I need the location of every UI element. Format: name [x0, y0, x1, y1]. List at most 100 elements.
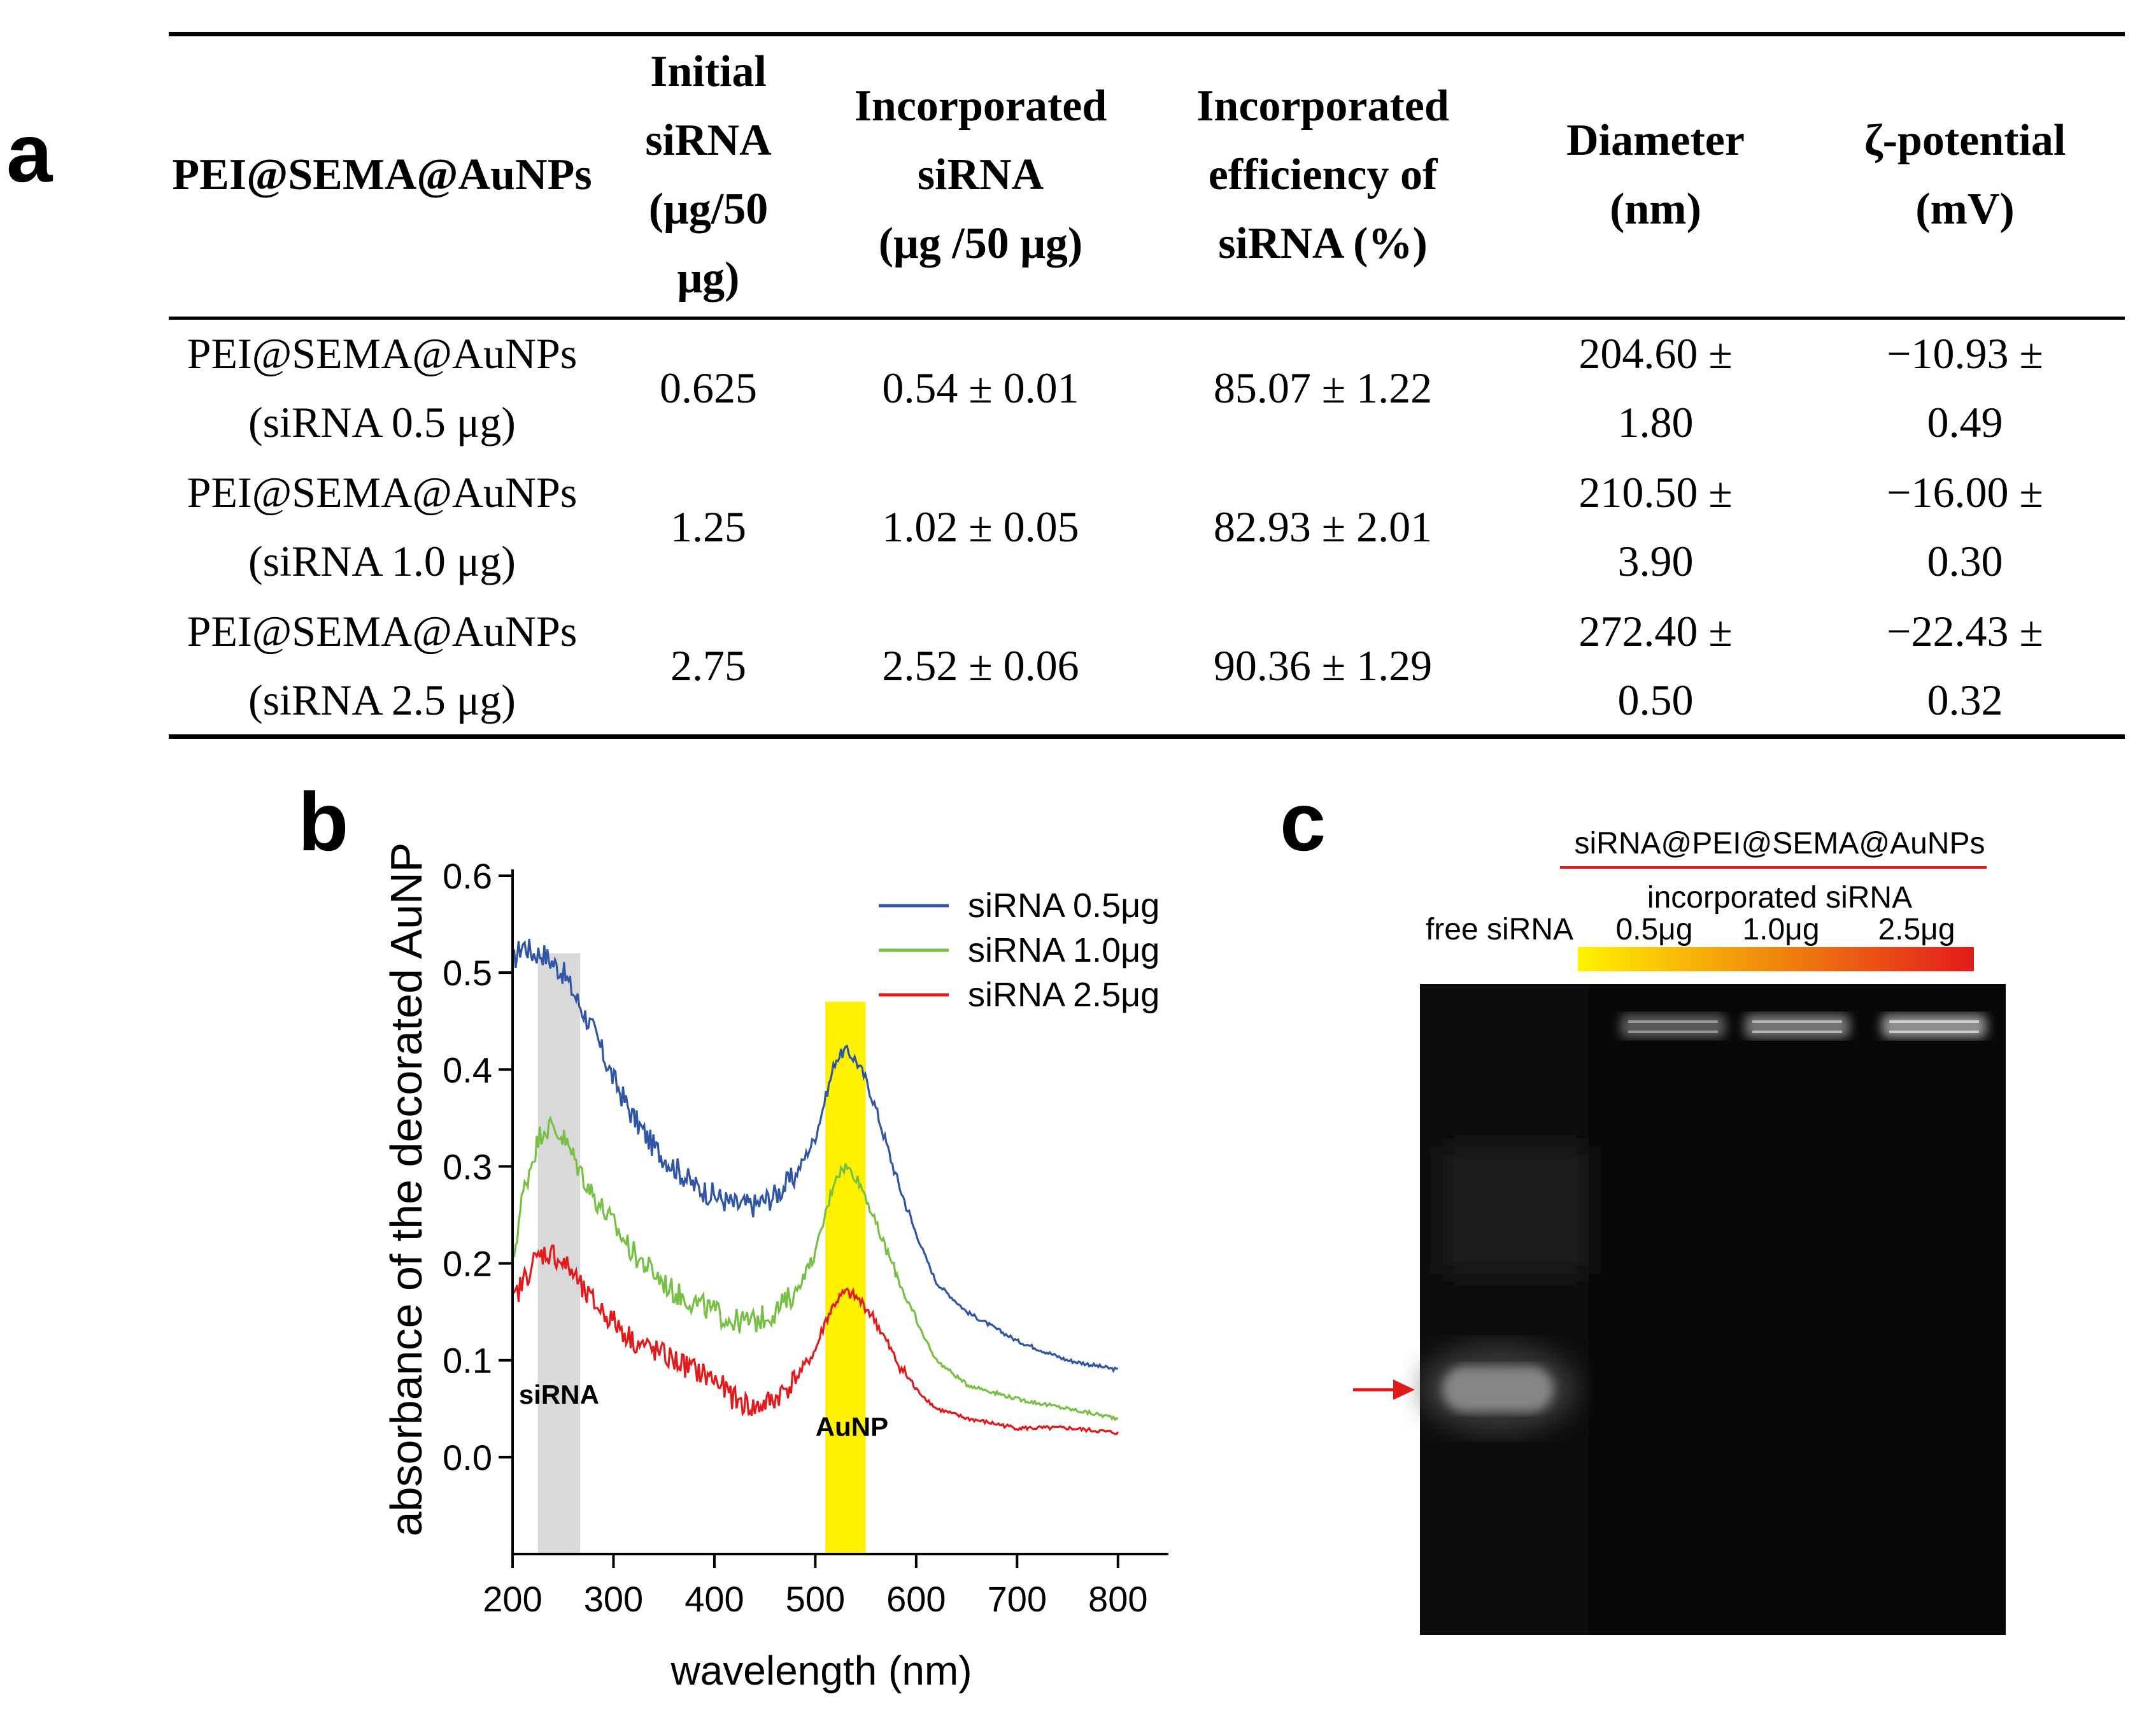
table-cell-text-line: −16.00 ± [1887, 468, 2043, 517]
legend-label: siRNA 0.5μg [968, 887, 1160, 925]
table-cell-text-line: 0.54 ± 0.01 [882, 364, 1079, 412]
column-header-text: Initial siRNA (μg/50 μg) [645, 38, 771, 313]
y-tick-label: 0.1 [443, 1341, 492, 1381]
column-header-text: ζ-potential (mV) [1864, 106, 2066, 244]
column-header-text-line: (nm) [1610, 185, 1701, 234]
table-cell-text-line: 1.25 [670, 503, 746, 551]
table-cell-text-line: (siRNA 2.5 μg) [248, 676, 516, 724]
table-cell: −10.93 ± 0.49 [1805, 318, 2125, 457]
table-cell: 204.60 ± 1.80 [1506, 318, 1805, 457]
band-arrow-head [1393, 1380, 1415, 1400]
lane-label: free siRNA [1426, 913, 1573, 946]
band-label: AuNP [816, 1411, 888, 1441]
lane-label: 2.5μg [1878, 913, 1955, 946]
table-cell: PEI@SEMA@AuNPs (siRNA 1.0 μg) [169, 457, 595, 596]
table-cell: 210.50 ± 3.90 [1506, 457, 1805, 596]
table-cell-text: 1.02 ± 0.05 [882, 492, 1079, 561]
column-header: Diameter (nm) [1506, 32, 1805, 318]
series-line [511, 1115, 1119, 1422]
table-cell: 2.75 [595, 596, 821, 735]
table-cell-text: 90.36 ± 1.29 [1214, 631, 1432, 700]
data-table: PEI@SEMA@AuNPs Initial siRNA (μg/50 μg) Incor… [169, 32, 2125, 735]
column-header-text-line: (μg /50 μg) [878, 219, 1083, 268]
column-header-text: Diameter (nm) [1566, 106, 1745, 244]
table-cell-text: 204.60 ± 1.80 [1578, 319, 1732, 457]
series-line [511, 1245, 1119, 1436]
table-cell-text-line: 90.36 ± 1.29 [1213, 641, 1433, 690]
table-cell: 0.54 ± 0.01 [821, 318, 1140, 457]
table-cell-text-line: 1.80 [1617, 398, 1694, 446]
table-cell-text-line: PEI@SEMA@AuNPs [187, 329, 578, 378]
table-cell-text: 2.75 [670, 631, 746, 700]
y-tick-label: 0.0 [443, 1437, 492, 1478]
column-header: Incorporated siRNA (μg /50 μg) [821, 32, 1140, 318]
highlight-band [825, 1001, 866, 1554]
table-cell-text: PEI@SEMA@AuNPs (siRNA 1.0 μg) [187, 458, 578, 596]
table-cell-text-line: 0.32 [1927, 676, 2003, 724]
well-band [1882, 1014, 1987, 1038]
panel-label-c: c [1280, 775, 1326, 868]
table-cell-text-line: (siRNA 1.0 μg) [248, 537, 516, 585]
table-row: PEI@SEMA@AuNPs (siRNA 1.0 μg) 1.25 1.02 ± 0… [169, 457, 2125, 596]
table-cell: 90.36 ± 1.29 [1140, 596, 1506, 735]
table-cell-text: PEI@SEMA@AuNPs (siRNA 2.5 μg) [187, 597, 578, 734]
table-cell-text-line: 2.52 ± 0.06 [882, 641, 1079, 690]
column-header-text-line: ζ-potential [1864, 116, 2066, 165]
panel-label-b: b [298, 775, 349, 868]
x-axis-title: wavelength (nm) [670, 1648, 972, 1694]
table-cell-text-line: 1.02 ± 0.05 [882, 503, 1079, 551]
table-cell-text-line: (siRNA 0.5 μg) [248, 398, 516, 446]
table-cell-text: 272.40 ± 0.50 [1578, 597, 1732, 734]
x-tick-label: 300 [584, 1579, 643, 1619]
well-band [1621, 1014, 1726, 1038]
table-cell: 272.40 ± 0.50 [1506, 596, 1805, 735]
table-cell: 85.07 ± 1.22 [1140, 318, 1506, 457]
gel-electrophoresis: siRNA@PEI@SEMA@AuNPs incorporated siRNA fr… [1353, 827, 2006, 1635]
x-tick-label: 400 [684, 1579, 744, 1619]
table-cell-text-line: 0.30 [1927, 537, 2003, 585]
table-header-row: PEI@SEMA@AuNPs Initial siRNA (μg/50 μg) Incor… [169, 32, 2125, 318]
column-header-text-line: siRNA [645, 116, 772, 165]
column-header-text-line: Diameter [1566, 116, 1745, 165]
x-tick-label: 800 [1088, 1579, 1147, 1619]
y-axis-title: absorbance of the decorated AuNP [381, 843, 431, 1537]
column-header-text: PEI@SEMA@AuNPs [172, 141, 592, 210]
table-cell-text-line: 85.07 ± 1.22 [1213, 364, 1433, 412]
table-cell-text-line: 210.50 ± [1578, 468, 1733, 517]
table-cell-text: 1.25 [670, 492, 746, 561]
gel-loaded-lanes [1589, 984, 2006, 1635]
table-cell: 2.52 ± 0.06 [821, 596, 1140, 735]
series-line [511, 939, 1119, 1374]
legend-label: siRNA 2.5μg [968, 976, 1160, 1014]
column-header: PEI@SEMA@AuNPs [169, 32, 595, 318]
table-cell-text-line: 0.49 [1927, 398, 2003, 446]
y-tick-label: 0.5 [443, 953, 492, 993]
lane-label: 1.0μg [1742, 913, 1819, 946]
y-tick-label: 0.6 [443, 856, 492, 896]
table-cell-text-line: PEI@SEMA@AuNPs [187, 468, 578, 517]
table-cell: PEI@SEMA@AuNPs (siRNA 2.5 μg) [169, 596, 595, 735]
table-row: PEI@SEMA@AuNPs (siRNA 2.5 μg) 2.75 2.52 ± 0… [169, 596, 2125, 735]
table-cell: −22.43 ± 0.32 [1805, 596, 2125, 735]
x-tick-label: 600 [886, 1579, 946, 1619]
gel-subtitle: incorporated siRNA [1647, 881, 1912, 915]
table-cell-text-line: 0.625 [660, 364, 757, 412]
gel-group-title: siRNA@PEI@SEMA@AuNPs [1575, 827, 1985, 860]
free-sirna-band [1442, 1366, 1554, 1412]
column-header: Incorporated efficiency of siRNA (%) [1140, 32, 1506, 318]
table-header-rule [169, 317, 2125, 320]
table-cell-text: −16.00 ± 0.30 [1887, 458, 2043, 596]
column-header-text-line: siRNA (%) [1218, 219, 1428, 268]
table-cell-text: 210.50 ± 3.90 [1578, 458, 1732, 596]
table-cell-text: 0.54 ± 0.01 [882, 353, 1079, 422]
column-header-text: Incorporated efficiency of siRNA (%) [1196, 72, 1449, 278]
x-tick-label: 200 [483, 1579, 542, 1619]
column-header-text-line: Incorporated [854, 82, 1107, 131]
legend-label: siRNA 1.0μg [968, 931, 1160, 969]
table-top-rule [169, 32, 2125, 36]
column-header-text-line: (mV) [1915, 185, 2015, 234]
column-header-text-line: siRNA [917, 150, 1044, 199]
table-cell-text: 2.52 ± 0.06 [882, 631, 1079, 700]
column-header: Initial siRNA (μg/50 μg) [595, 32, 821, 318]
